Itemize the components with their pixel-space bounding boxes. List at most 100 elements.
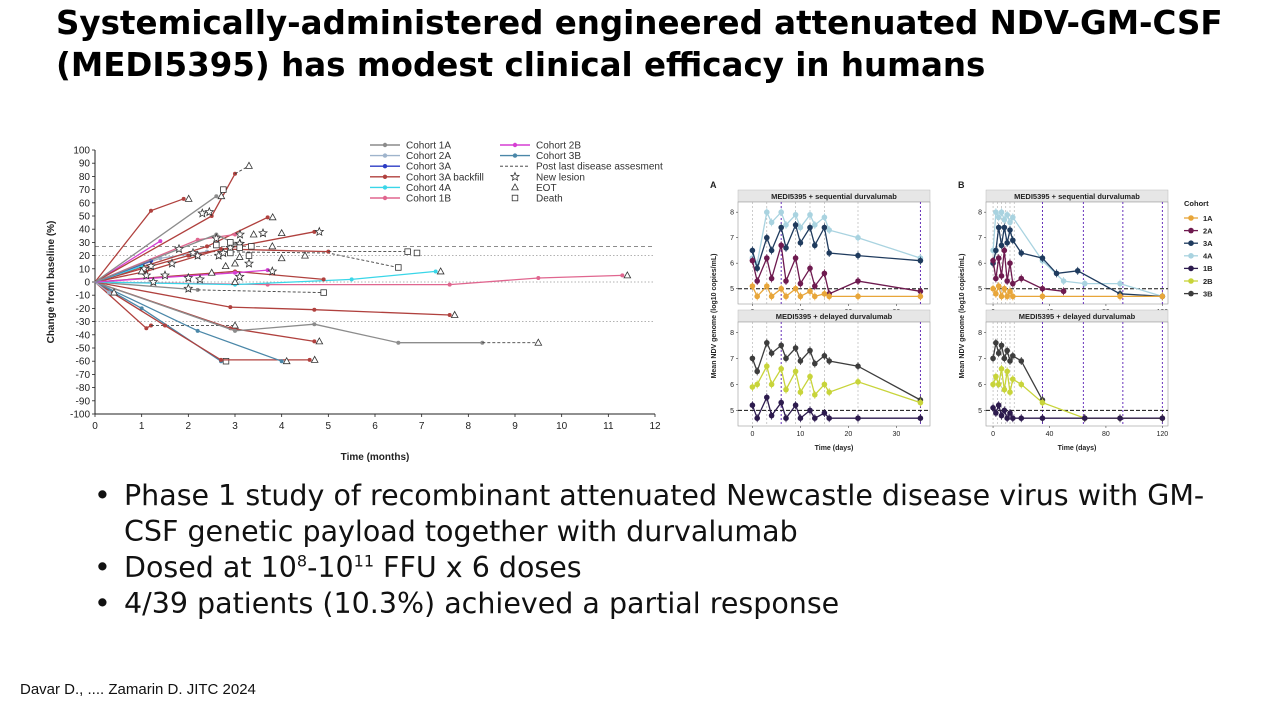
data-point (228, 305, 233, 310)
data-point (826, 250, 832, 256)
dose-text-suffix: FFU x 6 doses (374, 551, 582, 584)
data-point (536, 276, 541, 281)
legend-star-swatch (510, 171, 520, 182)
legend-label: Cohort 3B (536, 151, 581, 162)
data-point (792, 368, 799, 375)
legend-swatch-dot (382, 142, 388, 148)
triangle-marker (245, 161, 253, 169)
data-point (826, 227, 832, 233)
data-point (995, 402, 1002, 408)
data-point (1117, 293, 1123, 300)
data-point (792, 222, 799, 228)
y-tick-label: 40 (79, 225, 91, 236)
series-cohort-3b (990, 338, 1046, 404)
triangle-marker (249, 230, 258, 238)
legend-label: Death (536, 194, 563, 205)
x-axis-label: Time (months) (341, 452, 410, 463)
series-cohort-3a-backfill (94, 281, 319, 363)
data-point (993, 209, 999, 215)
y-tick-label: 80 (79, 172, 91, 183)
data-point (312, 307, 317, 312)
data-point (1074, 268, 1081, 274)
y-tick-label: 8 (978, 210, 982, 217)
square-marker (222, 357, 230, 365)
series-line (94, 195, 217, 283)
data-point (778, 366, 784, 372)
data-point (214, 194, 219, 199)
data-point (1081, 280, 1088, 287)
data-point (768, 350, 775, 356)
series-cohort-1a (94, 191, 226, 283)
triangle-marker (534, 338, 543, 346)
legend-label: 1A (1203, 214, 1213, 223)
data-point (855, 234, 861, 241)
y-tick-label: 8 (730, 210, 734, 217)
panel: MEDI5395 + sequential durvalumabA5678010… (710, 180, 931, 378)
square-marker (413, 249, 421, 257)
bullet-list: Phase 1 study of recombinant attenuated … (94, 478, 1254, 622)
x-tick-label: 0 (750, 431, 754, 438)
star-marker (183, 272, 194, 283)
y-tick-label: -10 (76, 291, 91, 302)
data-point (807, 288, 813, 295)
series-cohort-3a-backfill (94, 281, 459, 318)
series-cohort-2a (94, 281, 118, 296)
slide-title-line-1: Systemically-administered engineered att… (56, 4, 1223, 42)
x-tick-label: 7 (419, 421, 425, 432)
data-point (1007, 288, 1013, 295)
triangle-marker (282, 356, 291, 365)
data-point (764, 255, 770, 261)
data-point (754, 381, 760, 388)
data-point (826, 358, 832, 364)
data-point (821, 291, 828, 297)
triangle-marker (207, 268, 216, 276)
data-point (1010, 353, 1016, 359)
data-point (1010, 237, 1016, 244)
y-tick-label: 20 (79, 251, 91, 262)
panel-frame (985, 321, 1169, 427)
data-point (764, 234, 770, 241)
y-tick-label: 6 (730, 382, 734, 389)
data-point (1060, 288, 1067, 295)
data-point (998, 242, 1005, 249)
square-marker (395, 264, 402, 271)
data-point (1010, 280, 1016, 287)
x-tick-label: 5 (326, 421, 332, 432)
data-point (321, 277, 326, 282)
data-point (1018, 358, 1025, 364)
data-point (783, 355, 789, 362)
data-point (312, 339, 317, 344)
star-marker (218, 247, 229, 258)
star-marker (160, 270, 170, 280)
data-point (826, 415, 832, 421)
legend-label: New lesion (536, 172, 585, 183)
series-cohort-3a-backfill (94, 212, 277, 283)
panel: MEDI5395 + sequential durvalumabB5678040… (958, 180, 1169, 378)
panel-letter: A (710, 180, 717, 190)
x-tick-label: 30 (893, 431, 901, 438)
data-point (1004, 347, 1010, 354)
x-axis-label: Time (days) (1058, 445, 1097, 452)
data-point (1010, 376, 1016, 382)
series-cohort-1a (94, 281, 327, 296)
data-point (797, 280, 804, 287)
panel-letter: B (958, 180, 965, 190)
star-marker (314, 226, 325, 237)
series-cohort-3a (990, 223, 1166, 301)
legend-label: 2B (1203, 277, 1213, 286)
series-cohort-3b (749, 338, 924, 404)
data-point (754, 415, 760, 421)
data-point (396, 340, 401, 345)
data-point (990, 405, 996, 411)
data-point (778, 242, 784, 249)
citation: Davar D., .... Zamarin D. JITC 2024 (20, 681, 256, 698)
data-point (990, 355, 996, 362)
data-point (1018, 250, 1025, 256)
square-marker (320, 289, 327, 296)
data-point (812, 360, 818, 367)
data-point (826, 389, 832, 395)
legend-swatch-dot (382, 185, 388, 190)
data-point (993, 275, 999, 282)
ndv-kinetics-figure: MEDI5395 + sequential durvalumabA5678010… (710, 180, 1213, 452)
series-cohort-3a (749, 220, 924, 273)
